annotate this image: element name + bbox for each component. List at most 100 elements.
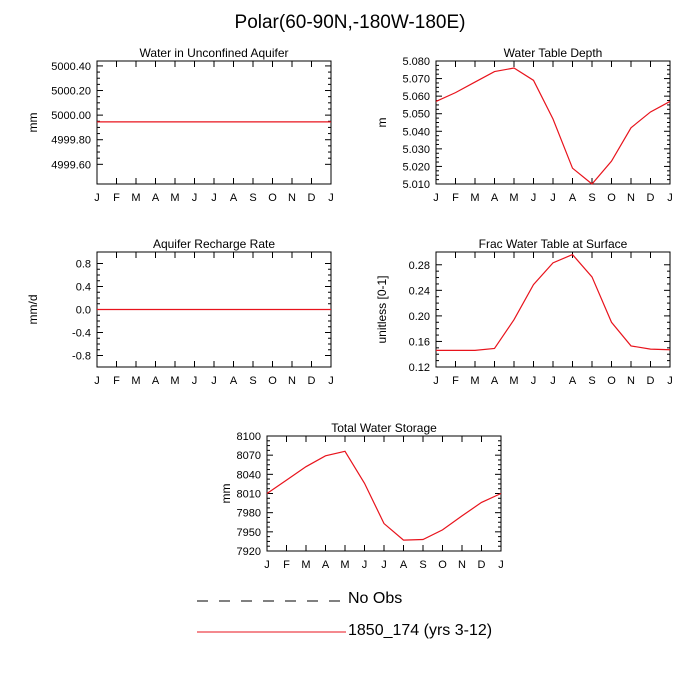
- x-tick-label: D: [308, 192, 316, 204]
- y-tick-label: 8100: [237, 431, 261, 443]
- y-tick-label: 0.12: [409, 362, 430, 374]
- x-tick-label: N: [458, 559, 466, 571]
- x-tick-label: A: [569, 375, 577, 387]
- y-tick-label: 5.070: [402, 74, 430, 86]
- x-tick-label: M: [509, 192, 518, 204]
- y-tick-label: 8040: [237, 469, 261, 481]
- legend: [197, 600, 346, 633]
- y-tick-label: 7980: [237, 508, 261, 520]
- y-tick-label: 7950: [237, 527, 261, 539]
- series-line: [266, 450, 502, 541]
- y-tick-label: 0.8: [76, 259, 91, 271]
- x-tick-label: J: [192, 192, 198, 204]
- x-tick-label: N: [627, 192, 635, 204]
- figure-title: Polar(60-90N,-180W-180E): [234, 12, 466, 33]
- x-tick-label: S: [588, 192, 595, 204]
- y-tick-label: 5.020: [402, 161, 430, 173]
- y-tick-label: 5.040: [402, 126, 430, 138]
- x-tick-label: M: [170, 375, 179, 387]
- x-tick-label: S: [249, 375, 256, 387]
- y-tick-label: -0.4: [72, 328, 91, 340]
- x-tick-label: O: [268, 192, 277, 204]
- x-tick-label: O: [607, 192, 616, 204]
- y-axis-label: unitless [0-1]: [375, 275, 389, 343]
- x-tick-label: O: [607, 375, 616, 387]
- chart-panel-5: Total Water Storage mm 7920 7950 7980 8010 804…: [219, 421, 504, 571]
- x-tick-label: A: [400, 559, 408, 571]
- x-tick-label: A: [152, 375, 160, 387]
- x-tick-label: J: [433, 375, 439, 387]
- plot-frame: [266, 435, 502, 552]
- x-tick-label: J: [211, 375, 217, 387]
- x-tick-label: M: [340, 559, 349, 571]
- legend-label-series: 1850_174 (yrs 3-12): [348, 622, 493, 639]
- x-tick-label: J: [94, 375, 100, 387]
- x-tick-label: S: [419, 559, 426, 571]
- x-tick-label: N: [627, 375, 635, 387]
- chart-panel-2: Water Table Depth m 5.010 5.020 5.030 5.040 5.…: [375, 46, 673, 204]
- x-tick-label: M: [470, 192, 479, 204]
- x-tick-label: O: [438, 559, 447, 571]
- x-tick-label: J: [433, 192, 439, 204]
- panel-title: Aquifer Recharge Rate: [153, 237, 275, 251]
- y-tick-label: 5.010: [402, 179, 430, 191]
- x-tick-label: S: [588, 375, 595, 387]
- y-tick-label: 4999.60: [51, 159, 91, 171]
- x-tick-label: D: [647, 192, 655, 204]
- plot-frame: [96, 60, 332, 185]
- y-tick-label: 0.0: [76, 305, 91, 317]
- panel-title: Water Table Depth: [504, 46, 603, 60]
- x-tick-label: N: [288, 375, 296, 387]
- x-tick-label: D: [647, 375, 655, 387]
- x-tick-label: J: [550, 192, 556, 204]
- y-tick-label: 8010: [237, 489, 261, 501]
- x-tick-label: D: [308, 375, 316, 387]
- plot-frame: [435, 251, 671, 368]
- y-tick-label: 5000.40: [51, 61, 91, 73]
- x-tick-label: M: [131, 375, 140, 387]
- y-tick-label: 0.28: [409, 260, 430, 272]
- x-tick-label: J: [667, 192, 673, 204]
- x-tick-label: A: [230, 375, 238, 387]
- y-axis-label: m: [375, 118, 389, 128]
- x-tick-label: J: [94, 192, 100, 204]
- chart-panel-1: Water in Unconfined Aquifer mm 4999.60 4999…: [26, 46, 334, 204]
- x-tick-label: O: [268, 375, 277, 387]
- y-tick-label: 5.060: [402, 91, 430, 103]
- y-tick-label: 7920: [237, 546, 261, 558]
- x-tick-label: F: [113, 375, 120, 387]
- x-tick-label: F: [113, 192, 120, 204]
- series-line: [436, 253, 671, 351]
- panel-title: Water in Unconfined Aquifer: [140, 46, 289, 60]
- x-tick-label: D: [478, 559, 486, 571]
- y-axis-label: mm: [26, 113, 40, 133]
- x-tick-label: J: [264, 559, 270, 571]
- x-tick-label: M: [509, 375, 518, 387]
- x-tick-label: M: [301, 559, 310, 571]
- chart-panel-3: Aquifer Recharge Rate mm/d -0.8 -0.4 0.0 0.4 0…: [26, 237, 334, 387]
- y-tick-label: -0.8: [72, 351, 91, 363]
- x-tick-label: A: [152, 192, 160, 204]
- y-tick-label: 0.16: [409, 336, 430, 348]
- y-tick-label: 0.20: [409, 311, 430, 323]
- x-tick-label: M: [170, 192, 179, 204]
- x-tick-label: S: [249, 192, 256, 204]
- y-tick-label: 5.080: [402, 56, 430, 68]
- x-tick-label: A: [322, 559, 330, 571]
- x-tick-label: M: [131, 192, 140, 204]
- x-tick-label: J: [211, 192, 217, 204]
- x-tick-label: J: [192, 375, 198, 387]
- x-tick-label: N: [288, 192, 296, 204]
- plot-frame: [435, 60, 671, 185]
- panel-title: Frac Water Table at Surface: [479, 237, 628, 251]
- x-tick-label: J: [328, 375, 334, 387]
- x-tick-label: J: [667, 375, 673, 387]
- x-tick-label: J: [550, 375, 556, 387]
- y-axis-label: mm: [219, 484, 233, 504]
- y-tick-label: 0.24: [409, 285, 430, 297]
- y-tick-label: 0.4: [76, 282, 91, 294]
- x-tick-label: J: [531, 192, 537, 204]
- x-tick-label: J: [328, 192, 334, 204]
